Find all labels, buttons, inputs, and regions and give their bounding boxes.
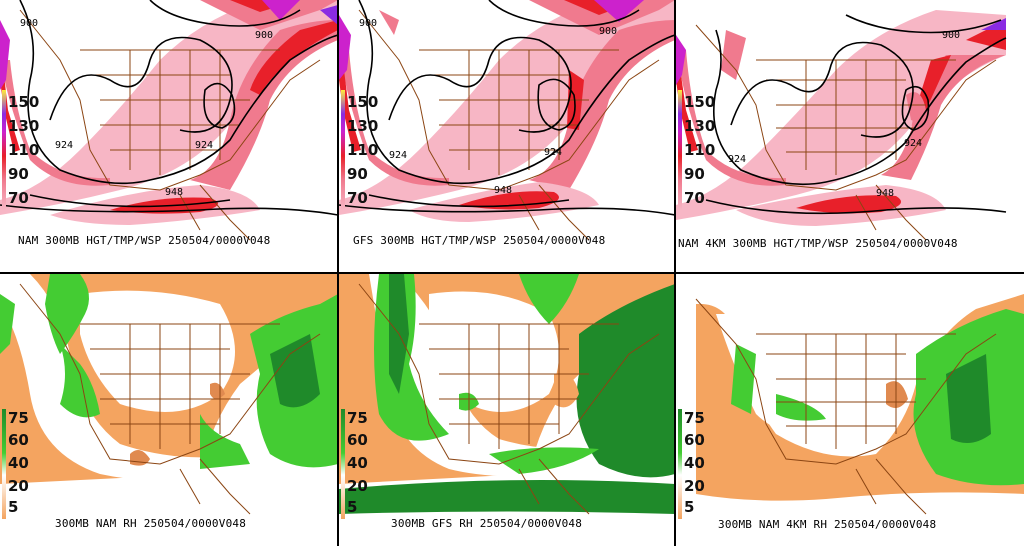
panel-caption: NAM 4KM 300MB HGT/TMP/WSP 250504/0000V04… (678, 237, 958, 250)
legend-label: 110 (684, 141, 716, 159)
legend-label: 60 (684, 431, 705, 449)
legend-color-bar (678, 409, 682, 519)
legend-label: 75 (684, 409, 705, 427)
legend-label: 20 (8, 477, 29, 495)
legend-color-bar (678, 90, 682, 210)
political-borders (358, 283, 660, 515)
wind-speed-shading (339, 0, 675, 222)
panel-nam4km-300mb-wind: 900 924 924 948 150 130 110 90 70 NAM 4K… (676, 0, 1024, 272)
legend-label: 75 (8, 409, 29, 427)
legend-label: 70 (684, 189, 705, 207)
height-contours (0, 0, 338, 216)
rh-shading (0, 274, 338, 546)
contour-label: 924 (55, 140, 73, 151)
contour-label: 900 (359, 18, 377, 29)
height-contours (705, 14, 1007, 215)
contour-label: 924 (904, 138, 922, 149)
legend-label: 110 (8, 141, 40, 159)
panel-nam4km-300mb-rh: 75 60 40 20 5 300MB NAM 4KM RH 250504/00… (676, 274, 1024, 546)
rh-map-nam (0, 274, 338, 546)
contour-label: 924 (195, 140, 213, 151)
legend-color-bar (341, 90, 345, 210)
panel-gfs-300mb-rh: 75 60 40 20 5 300MB GFS RH 250504/0000V0… (339, 274, 675, 546)
rh-shading (696, 294, 1024, 546)
legend-label: 70 (347, 189, 368, 207)
contour-label: 948 (876, 188, 894, 199)
legend-color-bar (2, 409, 6, 519)
wind-speed-shading (0, 0, 338, 225)
legend-label: 60 (8, 431, 29, 449)
panel-nam-300mb-wind: 900 900 924 924 948 150 130 110 90 70 NA… (0, 0, 338, 272)
legend-label: 75 (347, 409, 368, 427)
political-borders (19, 283, 321, 515)
rh-map-nam4km (695, 294, 1024, 546)
wind-speed-shading (676, 10, 1006, 226)
contour-label: 924 (389, 150, 407, 161)
rh-map-gfs (339, 274, 675, 546)
legend-label: 90 (347, 165, 368, 183)
wind-map-nam: 900 900 924 924 948 (0, 0, 338, 241)
panel-divider (0, 272, 1024, 274)
wind-map-gfs: 900 900 924 924 948 (339, 0, 675, 241)
height-contours (339, 0, 675, 216)
legend-label: 150 (684, 93, 716, 111)
legend-label: 110 (347, 141, 379, 159)
legend-label: 20 (347, 477, 368, 495)
contour-label: 900 (20, 18, 38, 29)
panel-caption: GFS 300MB HGT/TMP/WSP 250504/0000V048 (353, 234, 606, 247)
contour-label: 900 (255, 30, 273, 41)
legend-label: 130 (684, 117, 716, 135)
contour-label: 948 (494, 185, 512, 196)
legend-label: 40 (347, 454, 368, 472)
wind-map-nam4km: 900 924 924 948 (676, 10, 1007, 241)
contour-label: 924 (728, 154, 746, 165)
contour-label: 924 (544, 147, 562, 158)
legend-label: 5 (347, 498, 358, 516)
political-borders (19, 9, 321, 241)
legend-label: 150 (347, 93, 379, 111)
legend-label: 70 (8, 189, 29, 207)
legend-label: 40 (684, 454, 705, 472)
contour-label: 948 (165, 187, 183, 198)
legend-label: 130 (8, 117, 40, 135)
legend-label: 40 (8, 454, 29, 472)
legend-color-bar (2, 90, 6, 210)
political-borders (358, 9, 660, 241)
legend-label: 150 (8, 93, 40, 111)
contour-label: 900 (599, 26, 617, 37)
legend-label: 5 (8, 498, 19, 516)
panel-caption: 300MB NAM 4KM RH 250504/0000V048 (718, 518, 937, 531)
panel-gfs-300mb-wind: 900 900 924 924 948 150 130 110 90 70 GF… (339, 0, 675, 272)
legend-label: 130 (347, 117, 379, 135)
legend-color-bar (341, 409, 345, 519)
legend-label: 20 (684, 477, 705, 495)
legend-label: 5 (684, 498, 695, 516)
contour-label: 900 (942, 30, 960, 41)
rh-shading (339, 274, 675, 546)
panel-nam-300mb-rh: 75 60 40 20 5 300MB NAM RH 250504/0000V0… (0, 274, 338, 546)
legend-label: 90 (684, 165, 705, 183)
panel-caption: 300MB GFS RH 250504/0000V048 (391, 517, 583, 530)
panel-caption: 300MB NAM RH 250504/0000V048 (55, 517, 247, 530)
legend-label: 60 (347, 431, 368, 449)
panel-caption: NAM 300MB HGT/TMP/WSP 250504/0000V048 (18, 234, 271, 247)
political-borders (695, 298, 997, 515)
legend-label: 90 (8, 165, 29, 183)
